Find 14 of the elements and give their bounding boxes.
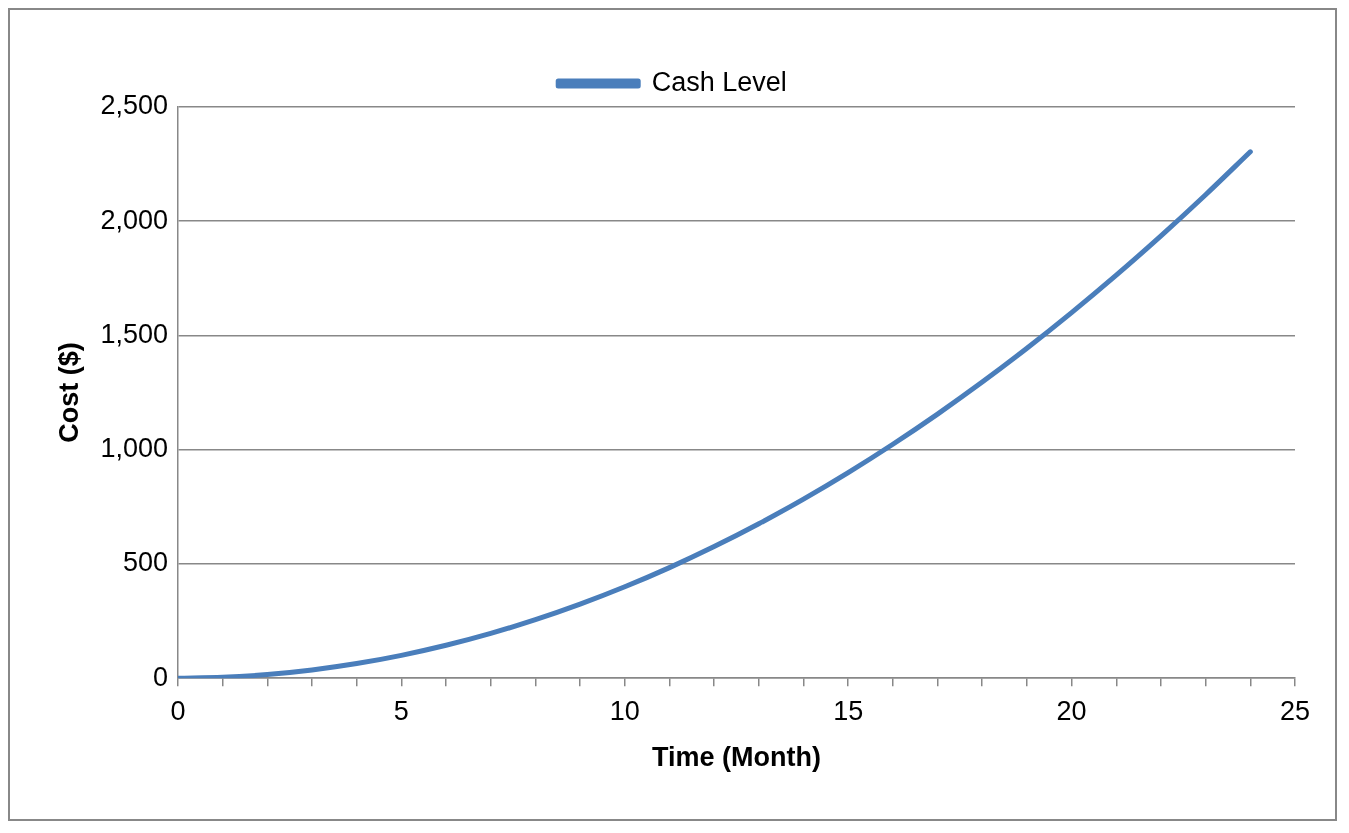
x-tick-label: 10 — [609, 695, 640, 726]
x-tick-label: 25 — [1279, 695, 1311, 726]
x-tick-label: 5 — [393, 695, 409, 726]
y-tick-label: 500 — [122, 547, 168, 578]
x-tick-label: 20 — [1056, 695, 1087, 726]
x-tick-label: 15 — [833, 695, 864, 726]
x-axis-title: Time (Month) — [651, 742, 821, 773]
y-tick-label: 2,000 — [100, 204, 168, 235]
y-tick-label: 1,000 — [100, 433, 168, 464]
y-tick-label: 0 — [152, 661, 168, 692]
y-tick-label: 1,500 — [100, 318, 168, 349]
y-tick-label: 2,500 — [100, 90, 168, 121]
legend-label: Cash Level — [651, 66, 787, 97]
y-axis-title: Cost ($) — [53, 342, 84, 443]
